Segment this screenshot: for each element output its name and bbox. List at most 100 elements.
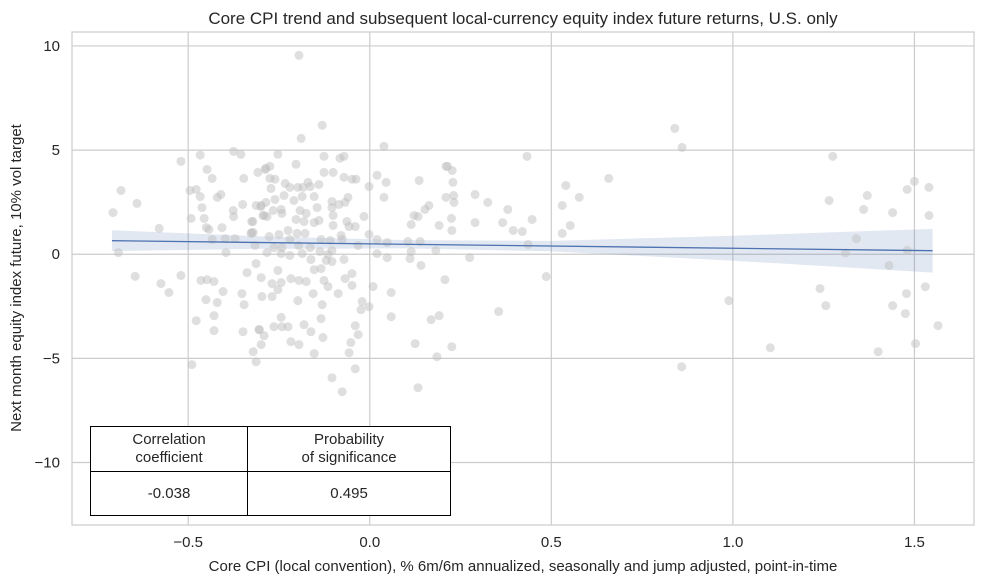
- data-point: [344, 222, 354, 232]
- data-point: [259, 331, 269, 341]
- x-tick-label: 1.0: [722, 534, 743, 551]
- data-point: [340, 197, 350, 207]
- data-point: [267, 279, 277, 289]
- data-point: [350, 321, 360, 331]
- data-point: [209, 311, 219, 321]
- data-point: [291, 159, 301, 169]
- header-probability-line2: of significance: [301, 449, 397, 466]
- data-point: [294, 340, 304, 350]
- data-point: [212, 298, 222, 308]
- data-point: [677, 362, 687, 372]
- data-point: [201, 295, 211, 305]
- data-point: [309, 218, 319, 228]
- data-point: [441, 161, 451, 171]
- data-point: [327, 257, 337, 267]
- data-point: [406, 219, 416, 229]
- data-point: [301, 208, 311, 218]
- data-point: [821, 301, 831, 311]
- data-point: [888, 208, 898, 218]
- data-point: [283, 322, 293, 332]
- data-point: [340, 274, 350, 284]
- x-tick-label: 1.5: [904, 534, 925, 551]
- data-point: [561, 181, 571, 191]
- data-point: [909, 176, 919, 186]
- data-point: [328, 220, 338, 230]
- y-tick-labels: −10 −5 0 5 10: [35, 38, 60, 472]
- data-point: [386, 288, 396, 298]
- data-point: [238, 327, 248, 337]
- data-point: [301, 277, 311, 287]
- regression-line-path: [111, 240, 933, 252]
- data-point: [465, 253, 475, 263]
- data-point: [350, 222, 360, 232]
- data-point: [434, 311, 444, 321]
- data-point: [294, 50, 304, 60]
- data-point: [448, 177, 458, 187]
- data-point: [116, 186, 126, 196]
- data-point: [410, 339, 420, 349]
- data-point: [508, 225, 518, 235]
- data-point: [557, 228, 567, 238]
- data-point: [299, 320, 309, 330]
- data-point: [317, 300, 327, 310]
- data-point: [347, 280, 357, 290]
- data-point: [195, 150, 205, 160]
- data-point: [414, 176, 424, 186]
- data-point: [434, 220, 444, 230]
- data-point: [333, 289, 343, 299]
- data-point: [859, 204, 869, 214]
- y-tick-label: −10: [35, 455, 60, 472]
- data-point: [265, 161, 275, 171]
- data-point: [270, 194, 280, 204]
- data-point: [294, 275, 304, 285]
- data-point: [432, 352, 442, 362]
- data-point: [191, 184, 201, 194]
- data-point: [277, 208, 287, 218]
- data-point: [199, 213, 209, 223]
- data-point: [884, 260, 894, 270]
- data-point: [372, 234, 382, 244]
- data-point: [327, 373, 337, 383]
- data-point: [327, 245, 337, 255]
- data-point: [440, 275, 450, 285]
- data-point: [319, 151, 329, 161]
- data-point: [364, 229, 374, 239]
- data-point: [237, 289, 247, 299]
- data-point: [315, 247, 325, 257]
- data-point: [316, 264, 326, 274]
- data-point: [873, 347, 883, 357]
- data-point: [368, 282, 378, 292]
- data-point: [441, 192, 451, 202]
- data-point: [274, 229, 284, 239]
- data-point: [251, 357, 261, 367]
- header-probability: Probability of significance: [247, 426, 451, 472]
- data-point: [202, 164, 212, 174]
- y-tick-label: 5: [52, 142, 60, 159]
- stats-table: Correlation coefficient Probability of s…: [89, 426, 451, 516]
- data-point: [413, 212, 423, 222]
- data-point: [765, 343, 775, 353]
- data-point: [381, 177, 391, 187]
- data-point: [164, 288, 174, 298]
- data-point: [259, 210, 269, 220]
- data-point: [372, 170, 382, 180]
- header-correlation-line2: coefficient: [135, 449, 203, 466]
- stats-table-value-row: -0.038 0.495: [89, 471, 451, 516]
- x-tick-label: 0.0: [359, 534, 380, 551]
- data-point: [356, 305, 366, 315]
- data-point: [344, 348, 354, 358]
- data-point: [286, 337, 296, 347]
- data-point: [264, 232, 274, 242]
- header-probability-line1: Probability: [314, 431, 385, 448]
- data-point: [251, 259, 261, 269]
- data-point: [230, 234, 240, 244]
- data-point: [337, 387, 347, 397]
- data-point: [815, 284, 825, 294]
- data-point: [273, 285, 283, 295]
- data-point: [305, 243, 315, 253]
- scatter-points: [108, 50, 943, 397]
- data-point: [346, 338, 356, 348]
- data-point: [386, 312, 396, 322]
- data-point: [176, 270, 186, 280]
- x-tick-label: −0.5: [173, 534, 203, 551]
